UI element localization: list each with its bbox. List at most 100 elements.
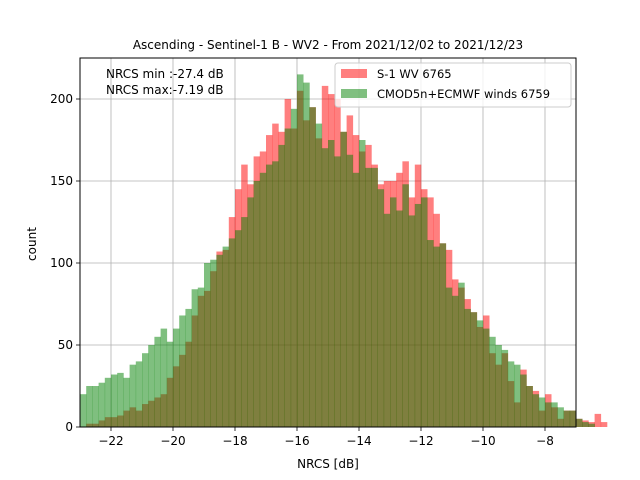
x-tick-label: −16 xyxy=(284,434,309,448)
histogram-bar xyxy=(421,197,428,427)
histogram-bar xyxy=(247,197,254,427)
histogram-bar xyxy=(259,172,267,427)
legend: S-1 WV 6765 CMOD5n+ECMWF winds 6759 xyxy=(334,62,572,108)
histogram-bar xyxy=(359,140,366,427)
histogram-bar xyxy=(123,377,130,427)
histogram-bar xyxy=(235,230,242,427)
histogram-bar xyxy=(80,394,87,427)
histogram-bar xyxy=(582,422,589,427)
plot-frame xyxy=(79,57,577,428)
x-axis-label: NRCS [dB] xyxy=(297,457,359,471)
legend-label-cmod: CMOD5n+ECMWF winds 6759 xyxy=(377,87,550,101)
histogram-bar xyxy=(278,144,285,428)
histogram-bar xyxy=(526,386,533,427)
histogram-bar xyxy=(111,374,118,427)
histogram-bar xyxy=(458,282,465,427)
histogram-bar xyxy=(532,394,540,427)
y-axis-label: count xyxy=(25,227,39,261)
histogram-bar xyxy=(402,184,409,427)
histogram-bar xyxy=(297,74,304,428)
y-axis-ticks: 0 50 100 150 200 xyxy=(50,92,80,434)
histogram-bar xyxy=(408,215,416,427)
histogram-bar xyxy=(197,287,205,427)
histogram-bar xyxy=(142,353,149,427)
histogram-bar xyxy=(272,161,279,427)
histogram-bar xyxy=(600,422,608,427)
histogram-bar xyxy=(377,189,385,427)
histogram-bar xyxy=(104,377,112,427)
x-tick-label: −10 xyxy=(470,434,495,448)
y-tick-label: 0 xyxy=(65,420,73,434)
x-tick-label: −8 xyxy=(536,434,554,448)
chart-title: Ascending - Sentinel-1 B - WV2 - From 20… xyxy=(133,38,523,52)
y-tick-label: 100 xyxy=(50,256,73,270)
histogram-bar xyxy=(204,263,211,427)
histogram-bar xyxy=(340,131,347,428)
x-tick-label: −18 xyxy=(222,434,247,448)
histogram-bar xyxy=(334,156,341,427)
legend-label-s1: S-1 WV 6765 xyxy=(377,67,452,81)
y-tick-label: 200 xyxy=(50,92,73,106)
histogram-bar xyxy=(173,328,180,427)
histogram-bar xyxy=(594,413,602,427)
histogram-bar xyxy=(346,154,354,427)
histogram-bar xyxy=(117,372,124,427)
histogram-bar xyxy=(352,172,360,427)
x-tick-label: −14 xyxy=(346,434,371,448)
histogram-bar xyxy=(520,374,527,427)
histogram-bar xyxy=(98,382,106,427)
histogram-bar xyxy=(383,213,391,427)
histogram-bar xyxy=(538,397,546,427)
legend-swatch-cmod xyxy=(341,89,367,98)
histogram-bar xyxy=(371,167,378,427)
histogram-bar xyxy=(148,345,155,427)
x-tick-label: −12 xyxy=(408,434,433,448)
histogram-bar xyxy=(439,243,447,427)
histogram-bar xyxy=(390,197,397,427)
histogram-bar xyxy=(210,259,217,427)
histogram-bar xyxy=(135,361,143,427)
histogram-bar xyxy=(321,148,329,427)
histogram-bar xyxy=(588,423,595,427)
histogram-bar xyxy=(483,328,490,427)
histogram-bar xyxy=(396,210,403,427)
x-axis-ticks: −22 −20 −18 −16 −14 −12 −10 −8 xyxy=(98,427,554,448)
y-tick-label: 150 xyxy=(50,174,73,188)
x-tick-label: −20 xyxy=(160,434,185,448)
histogram-bar xyxy=(569,410,577,427)
histogram-bar xyxy=(185,308,192,427)
histogram-bar xyxy=(315,123,323,427)
histogram-bar xyxy=(514,364,521,427)
histogram-bar xyxy=(160,328,168,427)
histogram-bar xyxy=(154,336,161,427)
histogram-bar xyxy=(284,128,292,427)
histogram-bar xyxy=(489,336,496,427)
axes-frame xyxy=(79,57,577,428)
histogram-bar xyxy=(433,246,440,427)
histogram-bar xyxy=(328,140,335,427)
legend-swatch-s1 xyxy=(341,69,367,78)
histogram-bar xyxy=(303,82,310,427)
histogram-bar xyxy=(166,341,174,427)
histogram-bar xyxy=(228,238,236,427)
histogram-bar xyxy=(495,345,502,427)
histogram-bar xyxy=(290,108,298,427)
histogram-bar xyxy=(414,203,422,427)
histogram-bar xyxy=(309,107,316,427)
histogram-bar xyxy=(445,287,453,427)
series-cmod-bars xyxy=(80,74,595,428)
histogram-bar xyxy=(501,349,509,427)
histogram-bar xyxy=(216,254,223,427)
histogram-bar xyxy=(191,289,199,427)
histogram-bar xyxy=(86,386,93,427)
histogram-bar xyxy=(266,164,273,427)
histogram-bar xyxy=(179,315,186,427)
histogram-bar xyxy=(545,402,552,427)
histogram-bar xyxy=(563,410,571,427)
legend-box xyxy=(334,62,572,108)
histogram-bar xyxy=(470,312,478,427)
histogram-bar xyxy=(476,320,484,427)
histogram-bar xyxy=(92,386,99,427)
stat-annotation-min: NRCS min :-27.4 dB xyxy=(106,67,224,81)
